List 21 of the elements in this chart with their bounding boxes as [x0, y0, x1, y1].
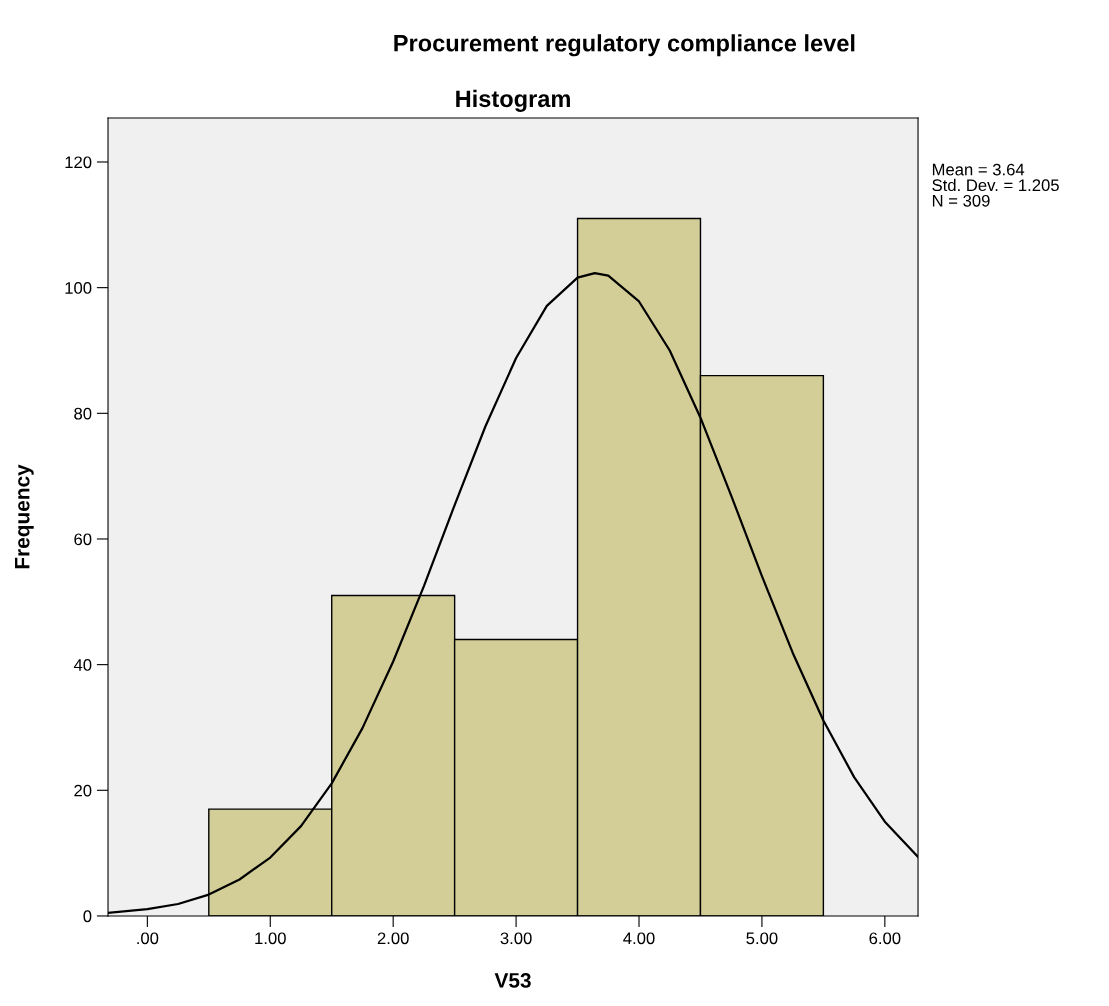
text: Std. Dev. = 1.205: [932, 178, 1059, 192]
y-axis-title: Frequency: [15, 464, 34, 569]
chart-title: Procurement regulatory compliance level: [394, 34, 855, 57]
x-tick-label: 2.00: [377, 932, 409, 945]
x-tick-label: .00: [137, 932, 159, 945]
x-axis-title: V53: [494, 973, 531, 988]
x-tick-label: 5.00: [746, 932, 778, 945]
chart-subtitle: Histogram: [456, 89, 570, 112]
y-tick-label: 20: [74, 784, 92, 797]
x-tick-label: 6.00: [869, 932, 901, 945]
x-tick-label: 1.00: [255, 932, 286, 945]
y-tick-label: 0: [83, 910, 92, 923]
y-tick-label: 40: [73, 659, 92, 671]
x-tick-label: 4.00: [623, 932, 655, 945]
y-tick-label: 80: [74, 407, 92, 420]
y-tick-label: 120: [65, 156, 92, 169]
y-tick-label: 100: [65, 282, 92, 294]
y-tick-label: 60: [74, 533, 92, 546]
text: Mean = 3.64: [932, 163, 1025, 176]
x-tick-label: 3.00: [500, 932, 532, 945]
text: N = 309: [932, 194, 990, 207]
